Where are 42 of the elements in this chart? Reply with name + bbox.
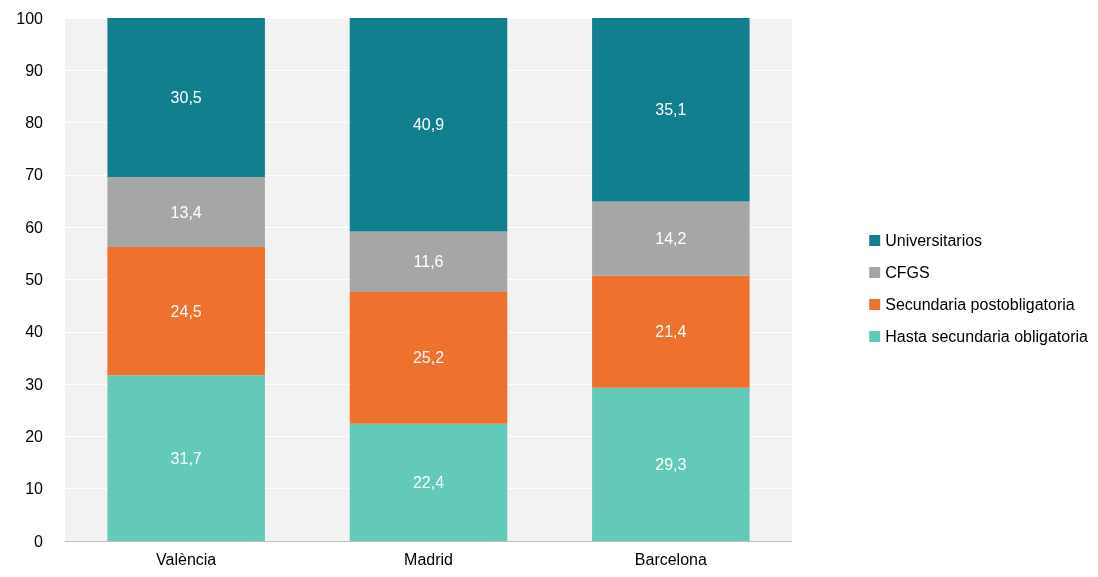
bar — [592, 201, 750, 276]
y-tick-label: 80 — [25, 114, 44, 132]
bar — [107, 18, 265, 177]
data-label: 21,4 — [655, 323, 687, 341]
y-tick-label: 40 — [25, 323, 44, 341]
y-tick-label: 70 — [25, 166, 44, 184]
y-tick-label: 100 — [16, 9, 44, 27]
bar — [349, 423, 508, 541]
legend-label: Secundaria postobligatoria — [885, 296, 1075, 313]
bar — [592, 387, 750, 541]
bar — [107, 247, 265, 376]
x-tick-label: València — [156, 550, 217, 568]
y-tick-label: 20 — [25, 427, 44, 445]
x-tick-label: Madrid — [404, 550, 453, 568]
data-label: 24,5 — [170, 302, 202, 320]
data-label: 11,6 — [413, 253, 444, 271]
legend-label: Hasta secundaria obligatoria — [885, 328, 1089, 345]
y-tick-label: 10 — [25, 480, 44, 498]
data-label: 25,2 — [412, 349, 445, 367]
data-label: 40,9 — [412, 116, 445, 134]
data-label: 29,3 — [655, 455, 687, 473]
y-tick-label: 30 — [25, 375, 44, 393]
data-label: 13,4 — [170, 203, 202, 221]
y-tick-label: 0 — [34, 532, 44, 550]
bar — [107, 375, 265, 541]
y-tick-label: 60 — [25, 218, 44, 236]
data-label: 30,5 — [170, 89, 202, 106]
legend-label: Universitarios — [885, 232, 983, 249]
bar — [349, 231, 508, 293]
data-label: 31,7 — [170, 449, 202, 467]
bar — [592, 18, 750, 202]
data-label: 22,4 — [412, 473, 445, 491]
x-tick-label: Barcelona — [634, 550, 707, 568]
bar — [349, 18, 508, 232]
data-label: 14,2 — [655, 230, 687, 248]
bar — [592, 275, 750, 388]
y-tick-label: 50 — [25, 271, 44, 288]
y-tick-label: 90 — [25, 61, 44, 79]
bar — [349, 292, 508, 424]
data-label: 35,1 — [655, 101, 687, 119]
bar — [107, 176, 265, 248]
legend-label: CFGS — [885, 264, 930, 281]
